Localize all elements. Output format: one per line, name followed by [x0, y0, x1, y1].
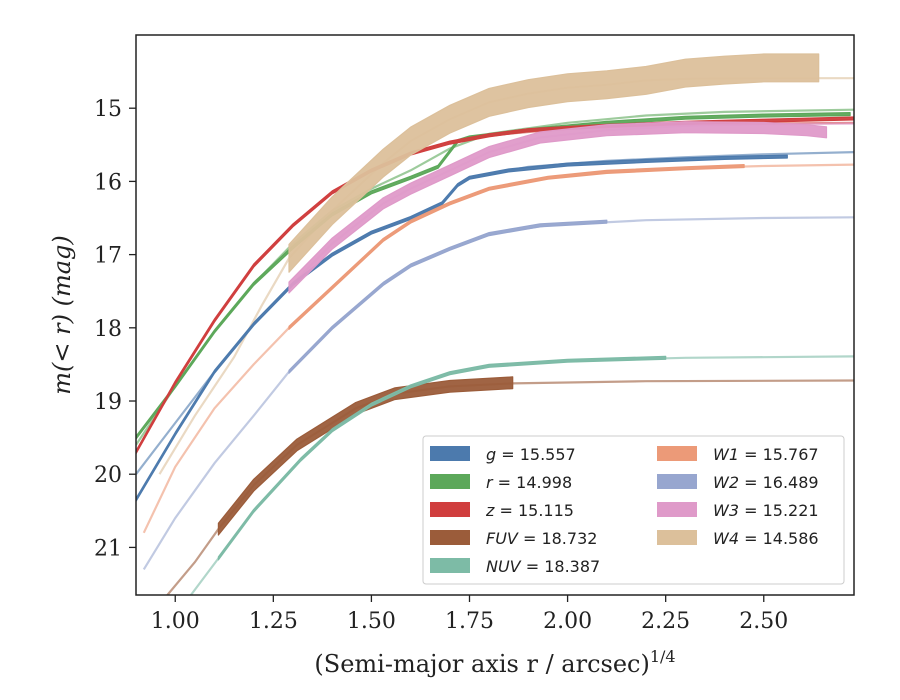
y-tick-label: 18	[94, 317, 122, 342]
legend-swatch-w2	[657, 474, 697, 489]
y-tick-label: 20	[94, 463, 122, 488]
x-tick-label: 1.75	[445, 609, 494, 634]
legend-label-w3: W3 = 15.221	[713, 501, 819, 520]
legend-swatch-w1	[657, 446, 697, 461]
series-w4-band	[288, 53, 820, 273]
legend: g = 15.557 r = 14.998 z = 15.115 FUV = 18.7…	[422, 435, 845, 585]
series-w3-band	[288, 121, 828, 294]
y-axis-title: m(< r) (mag)	[48, 235, 76, 394]
legend-label-z: z = 15.115	[485, 501, 574, 520]
y-tick-label: 17	[94, 244, 122, 269]
legend-label-r: r = 14.998	[486, 473, 572, 492]
y-tick-label: 19	[94, 390, 122, 415]
legend-label-w4: W4 = 14.586	[713, 529, 819, 548]
legend-swatch-z	[430, 502, 470, 517]
x-axis-title: (Semi-major axis r / arcsec)1/4	[314, 647, 675, 678]
x-tick-label: 2.00	[543, 609, 592, 634]
legend-label-g: g = 15.557	[486, 445, 576, 464]
series-z-band	[136, 116, 854, 455]
y-tick-label: 16	[94, 170, 122, 195]
legend-swatch-w3	[657, 502, 697, 517]
series-nuv-band	[217, 355, 667, 561]
x-tick-label: 1.50	[347, 609, 396, 634]
legend-frame	[422, 435, 845, 585]
x-axis-title-exponent: 1/4	[650, 647, 676, 666]
legend-label-fuv: FUV = 18.732	[486, 529, 597, 548]
y-tick-label: 15	[94, 97, 122, 122]
plot-frame	[135, 34, 855, 596]
series-w1-band	[288, 164, 745, 330]
legend-label-w1: W1 = 15.767	[713, 445, 819, 464]
x-tick-label: 2.25	[641, 609, 690, 634]
legend-swatch-nuv	[430, 558, 470, 573]
x-tick-label: 1.00	[151, 609, 200, 634]
legend-swatch-fuv	[430, 530, 470, 545]
y-tick-label: 21	[94, 536, 122, 561]
series-w2-band	[288, 219, 608, 374]
legend-swatch-g	[430, 446, 470, 461]
x-tick-label: 2.50	[739, 609, 788, 634]
legend-swatch-w4	[657, 530, 697, 545]
legend-swatch-r	[430, 474, 470, 489]
x-tick-label: 1.25	[249, 609, 298, 634]
legend-label-w2: W2 = 16.489	[713, 473, 819, 492]
legend-label-nuv: NUV = 18.387	[486, 557, 600, 576]
x-axis-title-text: (Semi-major axis r / arcsec)	[314, 650, 649, 678]
